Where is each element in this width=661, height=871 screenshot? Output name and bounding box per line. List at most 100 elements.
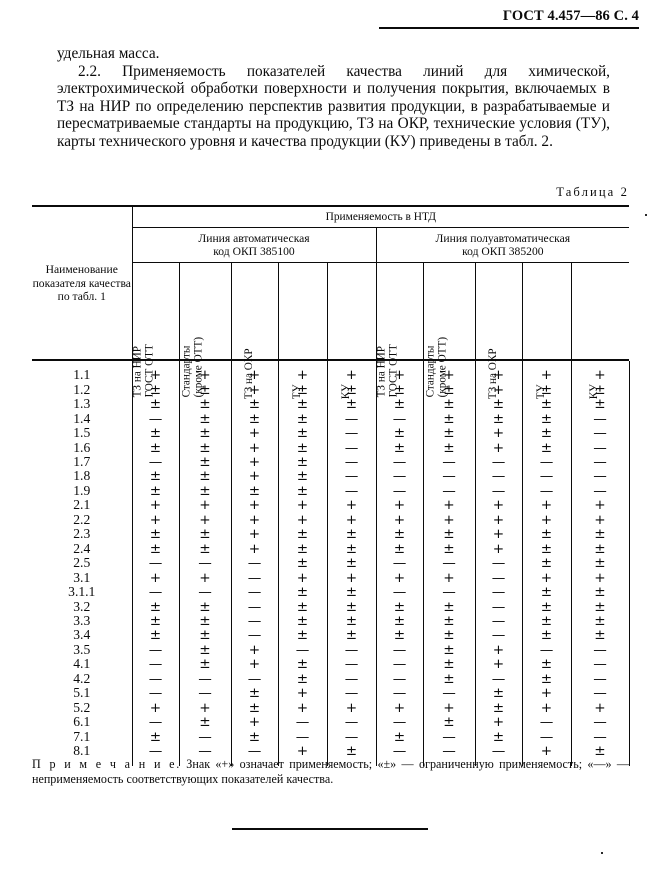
row-label: 6.1 — [73, 714, 91, 730]
table-row: 5.2 + + ± + + + + ± + + — [32, 700, 630, 715]
applicability-cell: + — [422, 512, 475, 527]
applicability-cell: ± — [277, 440, 327, 455]
applicability-cell: ± — [375, 527, 423, 542]
applicability-cell: ± — [131, 440, 179, 455]
table-row: 3.5— ± + — — — ± + — — — [32, 642, 630, 657]
applicability-cell: ± — [178, 642, 231, 657]
applicability-cell: ± — [570, 527, 630, 542]
row-label: 4.1 — [73, 656, 91, 672]
applicability-cell: ± — [521, 556, 571, 571]
subheader-auto-tu: ТУ — [277, 262, 327, 399]
applicability-cell: ± — [230, 397, 278, 412]
applicability-cell: ± — [277, 556, 327, 571]
row-label: 3.2 — [73, 598, 91, 614]
applicability-cell: — — [131, 715, 179, 730]
applicability-cell: ± — [570, 541, 630, 556]
table-row: 7.1 ± — ± — — ± — ± — — — [32, 728, 630, 744]
table-row: 1.3 ± ± ± ± ± ± ± ± ± ± — [32, 396, 630, 412]
applicability-cell: ± — [326, 397, 376, 412]
table-row: 1.1 + + + + + + + + + + — [32, 367, 630, 383]
row-label: 2.1 — [73, 497, 91, 513]
applicability-cell: ± — [131, 729, 179, 744]
applicability-cell: — — [570, 715, 630, 730]
row-label: 1.1 — [73, 367, 91, 383]
applicability-cell: — — [422, 483, 475, 498]
table-row: 6.1— ± + — — — ± + — — — [32, 714, 630, 730]
applicability-cell: — — [326, 729, 376, 744]
applicability-cell: — — [230, 556, 278, 571]
applicability-cell: ± — [422, 671, 475, 686]
table-row: 2.2 + + + + + + + + + + — [32, 512, 630, 527]
applicability-cell: — — [326, 440, 376, 455]
applicability-cell: ± — [131, 614, 179, 628]
applicability-cell: — — [375, 657, 423, 672]
subheader-line-2: (кроме ОТТ) — [436, 336, 449, 398]
applicability-cell: ± — [178, 657, 231, 672]
subheader-label: ТЗ на ОКР — [486, 348, 499, 400]
applicability-cell: — — [131, 744, 179, 759]
applicability-cell: ± — [230, 700, 278, 715]
subheader-semi-tz-okr: ТЗ на ОКР — [474, 262, 522, 399]
table-grid: Наименование показателя качества по табл… — [32, 207, 630, 399]
applicability-cell: + — [375, 512, 423, 527]
subheader-semi-tu: ТУ — [521, 262, 571, 399]
table-caption: Таблица 2 — [556, 185, 629, 199]
applicability-cell: ± — [375, 599, 423, 614]
applicability-cell: + — [422, 700, 475, 715]
applicability-cell: — — [178, 556, 231, 571]
applicability-cell: ± — [230, 483, 278, 498]
applicability-cell: + — [521, 512, 571, 527]
row-label: 4.2 — [73, 670, 91, 686]
applicability-cell: ± — [326, 628, 376, 643]
applicability-cell: ± — [570, 744, 630, 759]
row-label: 2.5 — [73, 555, 91, 571]
table-row: 3.1.1— — — ± ± — — — ± ± — [32, 584, 630, 600]
table-top-rule — [32, 205, 629, 208]
applicability-cell: ± — [521, 440, 571, 455]
table-row: 1.8 ± ± + ± — — — — — — — [32, 469, 630, 484]
applicability-cell: ± — [326, 382, 376, 397]
applicability-cell: — — [422, 585, 475, 600]
applicability-cell: — — [422, 729, 475, 744]
row-label: 1.7 — [73, 454, 91, 470]
subheader-line-1: ТЗ на НИР — [375, 345, 388, 398]
applicability-cell: — — [570, 411, 630, 426]
table-spacer-row — [32, 361, 630, 369]
table-row: 1.4— ± ± ± — — ± ± ± — — [32, 410, 630, 426]
row-label: 3.3 — [73, 613, 91, 628]
subheader-semi-standards: Стандарты (кроме ОТТ) — [422, 262, 475, 397]
applicability-cell: + — [521, 700, 571, 715]
applicability-cell: — — [375, 686, 423, 701]
applicability-cell: — — [230, 570, 278, 585]
applicability-cell: — — [326, 671, 376, 686]
row-label: 7.1 — [73, 728, 91, 744]
applicability-cell: ± — [178, 440, 231, 455]
applicability-cell: ± — [375, 382, 423, 397]
row-label: 1.4 — [73, 410, 91, 426]
applicability-cell: — — [474, 455, 522, 469]
applicability-cell: ± — [521, 657, 571, 672]
applicability-cell: ± — [277, 614, 327, 628]
applicability-cell: ± — [422, 715, 475, 730]
applicability-cell: + — [277, 368, 327, 383]
applicability-cell: + — [230, 541, 278, 556]
applicability-cell: ± — [178, 599, 231, 614]
applicability-cell: ± — [422, 642, 475, 657]
header-rule — [379, 27, 639, 30]
applicability-cell: ± — [521, 426, 571, 441]
applicability-cell: + — [474, 498, 522, 513]
applicability-cell: ± — [521, 397, 571, 412]
applicability-cell: ± — [422, 426, 475, 441]
table-row: 1.5 ± ± + ± — ± ± + ± — — [32, 425, 630, 441]
applicability-cell: — — [375, 715, 423, 730]
applicability-cell: ± — [570, 397, 630, 412]
applicability-cell: + — [230, 368, 278, 383]
applicability-cell: + — [230, 382, 278, 397]
applicability-cell: ± — [474, 686, 522, 701]
applicability-cell: — — [131, 556, 179, 571]
applicability-cell: ± — [131, 426, 179, 441]
row-label: 1.3 — [73, 396, 91, 412]
applicability-cell: ± — [178, 483, 231, 498]
applicability-cell: ± — [131, 527, 179, 542]
standard-designation: ГОСТ 4.457—86 С. 4 — [502, 8, 639, 24]
